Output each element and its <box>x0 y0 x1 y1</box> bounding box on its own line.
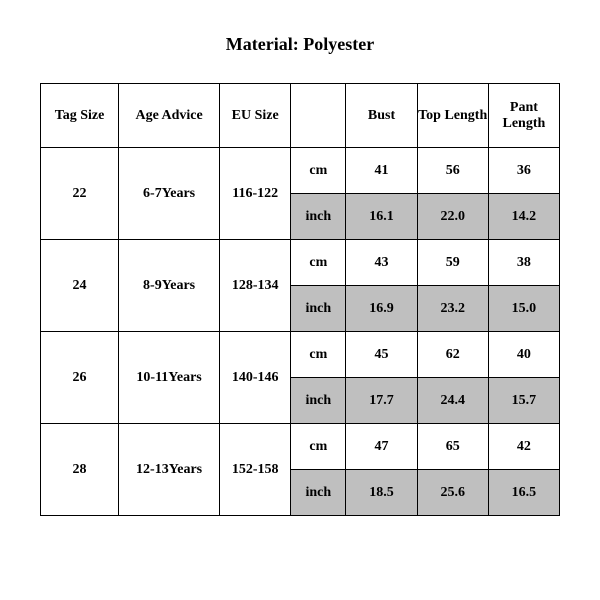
cell-bust-cm: 43 <box>346 240 417 286</box>
table-body: 22 6-7Years 116-122 cm 41 56 36 inch 16.… <box>41 148 560 516</box>
cell-top-inch: 23.2 <box>417 286 488 332</box>
table-header-row: Tag Size Age Advice EU Size Bust Top Len… <box>41 84 560 148</box>
cell-tag-size: 28 <box>41 424 119 516</box>
cell-unit-inch: inch <box>291 470 346 516</box>
cell-unit-cm: cm <box>291 148 346 194</box>
cell-top-inch: 24.4 <box>417 378 488 424</box>
cell-age-advice: 6-7Years <box>119 148 220 240</box>
cell-age-advice: 10-11Years <box>119 332 220 424</box>
cell-top-cm: 65 <box>417 424 488 470</box>
cell-pant-cm: 42 <box>488 424 559 470</box>
cell-tag-size: 22 <box>41 148 119 240</box>
cell-age-advice: 8-9Years <box>119 240 220 332</box>
cell-bust-cm: 47 <box>346 424 417 470</box>
cell-bust-inch: 16.1 <box>346 194 417 240</box>
col-unit <box>291 84 346 148</box>
cell-eu-size: 140-146 <box>220 332 291 424</box>
cell-bust-cm: 45 <box>346 332 417 378</box>
col-bust: Bust <box>346 84 417 148</box>
cell-top-inch: 25.6 <box>417 470 488 516</box>
cell-bust-inch: 18.5 <box>346 470 417 516</box>
cell-top-cm: 59 <box>417 240 488 286</box>
col-pant-length: Pant Length <box>488 84 559 148</box>
page: Material: Polyester Tag Size Age Advice … <box>0 0 600 600</box>
size-table: Tag Size Age Advice EU Size Bust Top Len… <box>40 83 560 516</box>
cell-eu-size: 128-134 <box>220 240 291 332</box>
cell-unit-cm: cm <box>291 424 346 470</box>
cell-pant-inch: 15.0 <box>488 286 559 332</box>
cell-bust-inch: 16.9 <box>346 286 417 332</box>
cell-age-advice: 12-13Years <box>119 424 220 516</box>
page-title: Material: Polyester <box>40 34 560 55</box>
cell-top-cm: 62 <box>417 332 488 378</box>
cell-unit-inch: inch <box>291 194 346 240</box>
col-age-advice: Age Advice <box>119 84 220 148</box>
cell-pant-inch: 14.2 <box>488 194 559 240</box>
table-row: 28 12-13Years 152-158 cm 47 65 42 <box>41 424 560 470</box>
table-row: 26 10-11Years 140-146 cm 45 62 40 <box>41 332 560 378</box>
col-top-length: Top Length <box>417 84 488 148</box>
cell-pant-cm: 36 <box>488 148 559 194</box>
table-row: 22 6-7Years 116-122 cm 41 56 36 <box>41 148 560 194</box>
col-eu-size: EU Size <box>220 84 291 148</box>
cell-unit-cm: cm <box>291 240 346 286</box>
cell-top-cm: 56 <box>417 148 488 194</box>
cell-top-inch: 22.0 <box>417 194 488 240</box>
col-tag-size: Tag Size <box>41 84 119 148</box>
cell-pant-cm: 40 <box>488 332 559 378</box>
cell-pant-inch: 16.5 <box>488 470 559 516</box>
cell-tag-size: 24 <box>41 240 119 332</box>
cell-unit-cm: cm <box>291 332 346 378</box>
cell-unit-inch: inch <box>291 286 346 332</box>
cell-pant-cm: 38 <box>488 240 559 286</box>
cell-tag-size: 26 <box>41 332 119 424</box>
cell-pant-inch: 15.7 <box>488 378 559 424</box>
table-row: 24 8-9Years 128-134 cm 43 59 38 <box>41 240 560 286</box>
cell-unit-inch: inch <box>291 378 346 424</box>
cell-bust-inch: 17.7 <box>346 378 417 424</box>
cell-eu-size: 152-158 <box>220 424 291 516</box>
cell-bust-cm: 41 <box>346 148 417 194</box>
cell-eu-size: 116-122 <box>220 148 291 240</box>
